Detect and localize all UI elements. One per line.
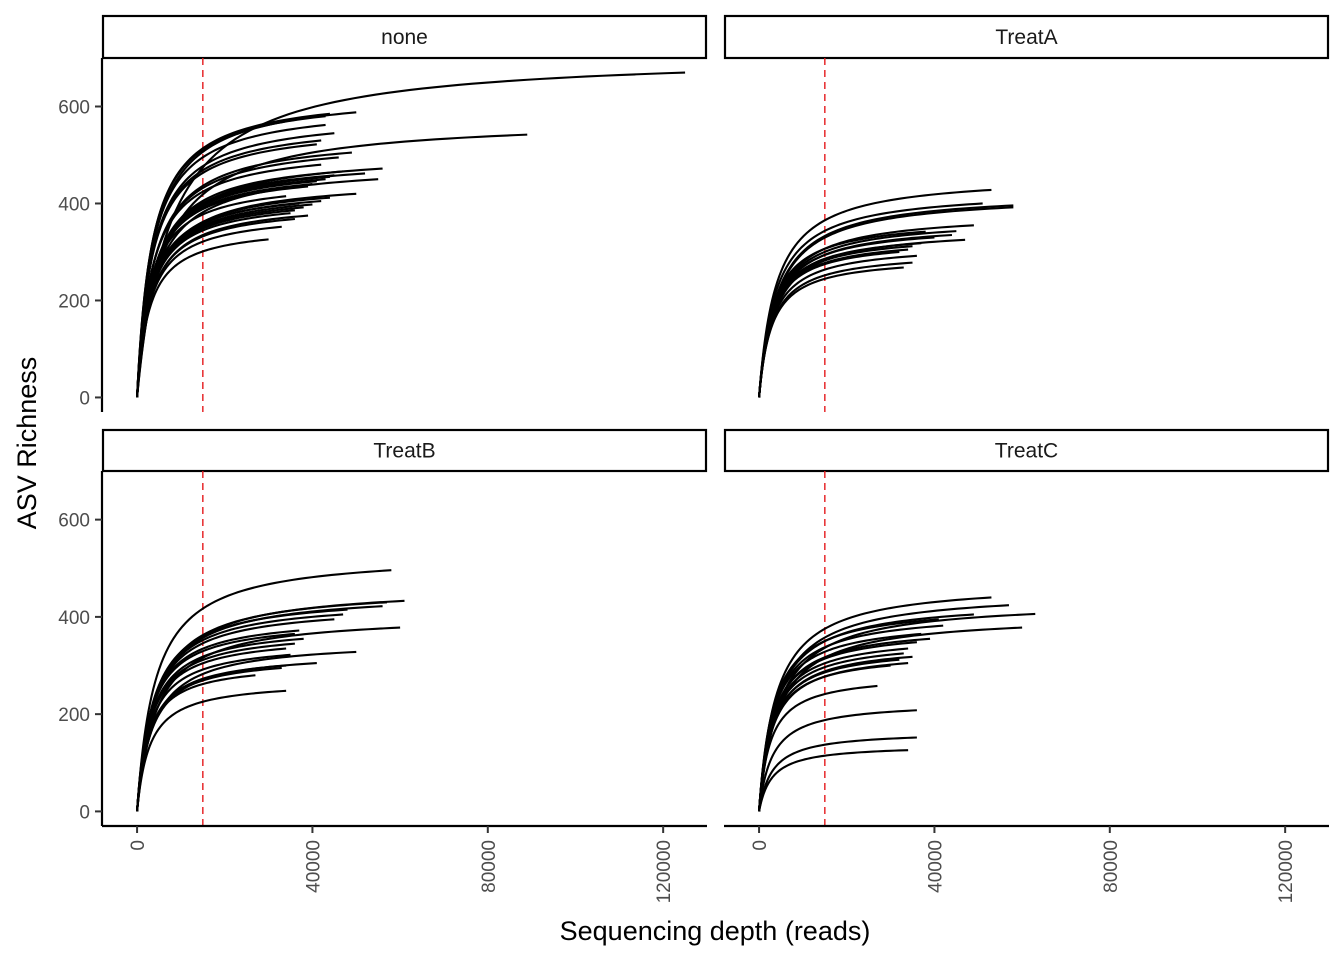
y-tick-label: 400 bbox=[58, 194, 90, 215]
y-tick-label: 600 bbox=[58, 97, 90, 118]
x-tick-label: 80000 bbox=[1101, 840, 1122, 893]
facet-panel-treatc: TreatC 0 40000 80000 120000 bbox=[723, 428, 1330, 903]
facet-strip-label: none bbox=[381, 26, 428, 49]
y-tick-label: 600 bbox=[58, 511, 90, 532]
rarefaction-curve bbox=[758, 250, 900, 398]
x-tick-label: 0 bbox=[128, 840, 149, 851]
facet-panels: none 0 200 400 600 TreatA TreatB 0 200 400 600 0 400… bbox=[58, 14, 1330, 903]
facet-strip-label: TreatA bbox=[995, 26, 1057, 49]
x-tick-label: 0 bbox=[750, 840, 771, 851]
facet-strip bbox=[723, 428, 1330, 473]
y-tick-label: 200 bbox=[58, 705, 90, 726]
y-tick-label: 400 bbox=[58, 608, 90, 629]
facet-strip bbox=[723, 14, 1330, 60]
curves bbox=[758, 596, 1036, 812]
y-tick-label: 0 bbox=[79, 388, 90, 409]
facet-panel-treata: TreatA bbox=[723, 14, 1330, 412]
y-tick-label: 200 bbox=[58, 291, 90, 312]
facet-strip-label: TreatB bbox=[373, 440, 435, 463]
facet-strip bbox=[101, 14, 708, 60]
y-tick-label: 0 bbox=[79, 802, 90, 823]
x-tick-label: 40000 bbox=[925, 840, 946, 893]
x-tick-label: 120000 bbox=[1276, 840, 1297, 903]
rarefaction-curve bbox=[136, 689, 287, 812]
facet-panel-none: none 0 200 400 600 bbox=[58, 14, 708, 412]
x-tick-label: 120000 bbox=[654, 840, 675, 903]
x-axis-title: Sequencing depth (reads) bbox=[560, 916, 871, 946]
x-tick-label: 40000 bbox=[303, 840, 324, 893]
x-tick-label: 80000 bbox=[479, 840, 500, 893]
y-axis-title: ASV Richness bbox=[12, 357, 42, 530]
facet-strip bbox=[101, 428, 708, 473]
facet-panel-treatb: TreatB 0 200 400 600 0 40000 80000 120000 bbox=[58, 428, 708, 903]
rarefaction-curve bbox=[758, 684, 878, 812]
rarefaction-curve bbox=[758, 749, 909, 812]
facet-strip-label: TreatC bbox=[995, 440, 1058, 463]
rarefaction-curve bbox=[136, 202, 300, 398]
curves bbox=[758, 188, 1014, 398]
rarefaction-curve bbox=[758, 709, 917, 812]
curves bbox=[136, 569, 405, 812]
curves bbox=[136, 71, 686, 398]
